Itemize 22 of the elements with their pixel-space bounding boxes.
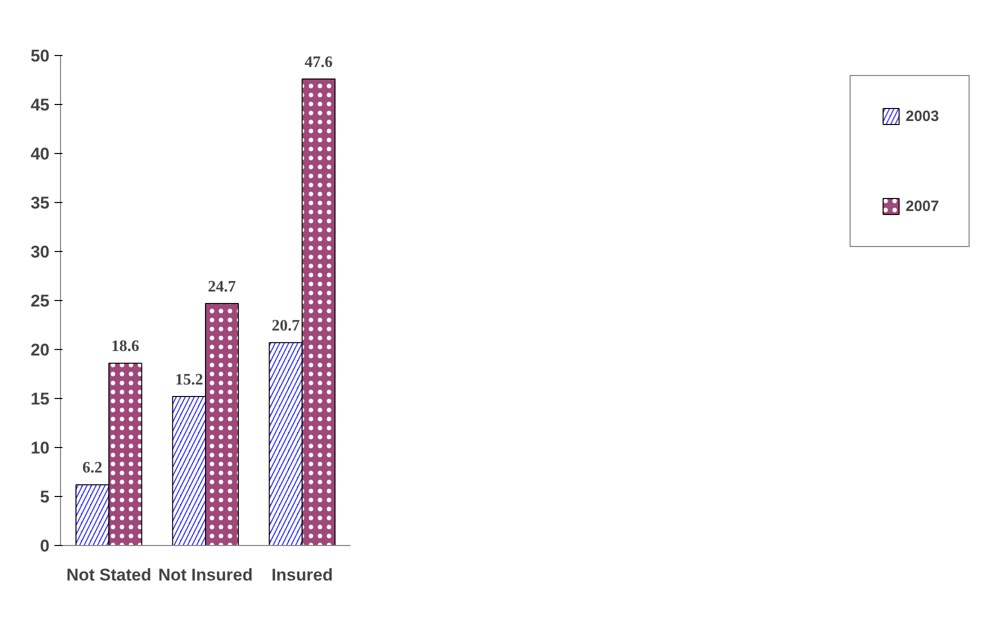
data-label: 20.7 bbox=[272, 318, 300, 335]
y-tick-label: 45 bbox=[30, 96, 50, 114]
x-tick-label: Insured bbox=[271, 566, 333, 584]
y-tick-label: 15 bbox=[30, 390, 50, 408]
x-tick-label: Not Insured bbox=[158, 566, 253, 584]
y-tick-label: 5 bbox=[40, 488, 50, 506]
y-tick-label: 20 bbox=[30, 340, 50, 360]
legend-label: 2007 bbox=[906, 198, 939, 214]
y-tick-label: 10 bbox=[30, 438, 50, 458]
data-label: 18.6 bbox=[111, 338, 140, 356]
data-label: 47.6 bbox=[304, 54, 333, 72]
y-tick-label: 35 bbox=[30, 194, 50, 212]
y-tick-label: 0 bbox=[40, 536, 50, 556]
y-tick-label: 40 bbox=[30, 144, 50, 164]
y-tick-label: 25 bbox=[30, 292, 50, 310]
data-label: 15.2 bbox=[175, 372, 204, 389]
legend-label: 2003 bbox=[906, 108, 939, 124]
data-label: 24.7 bbox=[208, 278, 236, 296]
y-tick-label: 30 bbox=[30, 242, 50, 262]
x-tick-label: Not Stated bbox=[66, 566, 152, 584]
y-tick-label: 50 bbox=[30, 46, 50, 66]
data-label: 6.2 bbox=[82, 460, 102, 477]
